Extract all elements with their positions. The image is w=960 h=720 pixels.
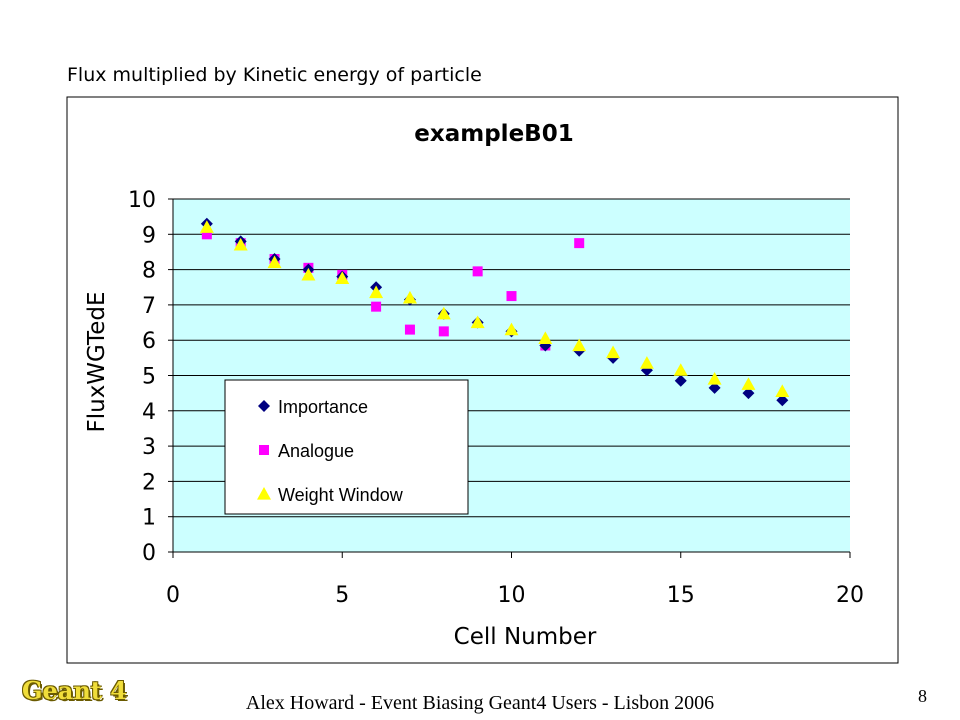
data-point-weight-window <box>741 377 756 390</box>
x-tick-label: 15 <box>667 583 695 608</box>
y-tick-label: 10 <box>128 188 156 213</box>
x-axis-title: Cell Number <box>454 624 597 650</box>
legend-label: Importance <box>278 397 368 417</box>
data-point-weight-window <box>267 255 282 269</box>
data-point-weight-window <box>504 322 519 336</box>
data-point-analogue <box>574 238 585 249</box>
x-tick-label: 0 <box>166 583 180 608</box>
data-point-weight-window <box>572 338 587 352</box>
data-point-weight-window <box>369 285 384 299</box>
legend-marker-weight-window <box>257 487 271 500</box>
data-point-analogue <box>371 301 382 312</box>
geant4-logo: Geant 4 <box>22 676 127 705</box>
slide-caption: Flux multiplied by Kinetic energy of par… <box>67 64 482 86</box>
data-point-importance <box>674 374 687 387</box>
data-point-weight-window <box>233 237 248 251</box>
chart-title: exampleB01 <box>414 121 573 147</box>
data-point-importance <box>776 394 789 407</box>
data-point-weight-window <box>673 363 688 376</box>
slide-footer: Alex Howard - Event Biasing Geant4 Users… <box>245 692 715 714</box>
data-point-weight-window <box>538 331 553 345</box>
legend-label: Weight Window <box>278 485 404 505</box>
data-point-importance <box>708 381 721 394</box>
page-number: 8 <box>918 686 927 706</box>
data-point-importance <box>742 387 755 400</box>
data-point-analogue <box>438 326 449 337</box>
y-tick-label: 3 <box>142 435 156 460</box>
data-point-weight-window <box>436 306 451 320</box>
data-point-analogue <box>201 229 212 240</box>
data-point-analogue <box>506 291 517 302</box>
y-tick-label: 0 <box>142 541 156 566</box>
data-point-weight-window <box>707 372 722 385</box>
x-tick-label: 5 <box>335 583 349 608</box>
data-point-weight-window <box>639 356 654 369</box>
data-point-weight-window <box>470 315 485 329</box>
data-point-weight-window <box>775 384 790 397</box>
y-axis-title: FluxWGTedE <box>84 292 110 433</box>
x-tick-label: 20 <box>836 583 864 608</box>
y-tick-label: 8 <box>142 259 156 284</box>
legend-label: Analogue <box>278 441 354 461</box>
data-point-weight-window <box>301 267 316 281</box>
y-tick-label: 2 <box>142 470 156 495</box>
legend-marker-importance <box>258 400 270 412</box>
y-tick-label: 1 <box>142 506 156 531</box>
data-point-analogue <box>404 324 415 335</box>
y-tick-label: 5 <box>142 365 156 390</box>
legend-marker-analogue <box>259 445 269 455</box>
y-tick-label: 4 <box>142 400 156 425</box>
data-point-weight-window <box>335 271 350 285</box>
data-point-weight-window <box>606 345 621 359</box>
data-point-weight-window <box>402 290 417 304</box>
data-point-weight-window <box>199 220 214 233</box>
data-point-analogue <box>472 266 483 277</box>
y-tick-label: 7 <box>142 294 156 319</box>
x-tick-label: 10 <box>498 583 526 608</box>
y-tick-label: 6 <box>142 329 156 354</box>
y-tick-label: 9 <box>142 223 156 248</box>
